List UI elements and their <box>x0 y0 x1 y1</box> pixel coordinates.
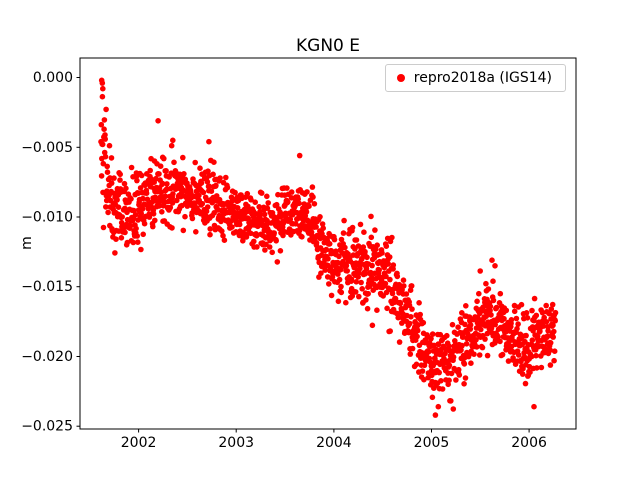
svg-text:2005: 2005 <box>414 435 450 451</box>
chart-title: KGN0 E <box>296 36 360 56</box>
svg-text:−0.005: −0.005 <box>21 140 73 156</box>
svg-text:0.000: 0.000 <box>33 70 73 86</box>
svg-text:−0.010: −0.010 <box>21 210 73 226</box>
svg-text:2003: 2003 <box>218 435 254 451</box>
data-points <box>98 77 559 418</box>
svg-text:−0.025: −0.025 <box>21 419 73 435</box>
svg-text:−0.015: −0.015 <box>21 279 73 295</box>
axes-frame <box>79 57 577 430</box>
y-axis-ticks: 0.000 −0.005 −0.010 −0.015 −0.020 −0.025 <box>21 70 80 435</box>
svg-text:2004: 2004 <box>316 435 352 451</box>
legend-marker-dot <box>396 74 405 82</box>
x-axis-ticks: 2002 2003 2004 2005 2006 <box>121 429 547 451</box>
svg-text:2006: 2006 <box>511 435 547 451</box>
legend: repro2018a (IGS14) <box>384 64 566 92</box>
svg-text:−0.020: −0.020 <box>21 349 73 365</box>
legend-label: repro2018a (IGS14) <box>413 70 552 86</box>
svg-text:2002: 2002 <box>121 435 157 451</box>
